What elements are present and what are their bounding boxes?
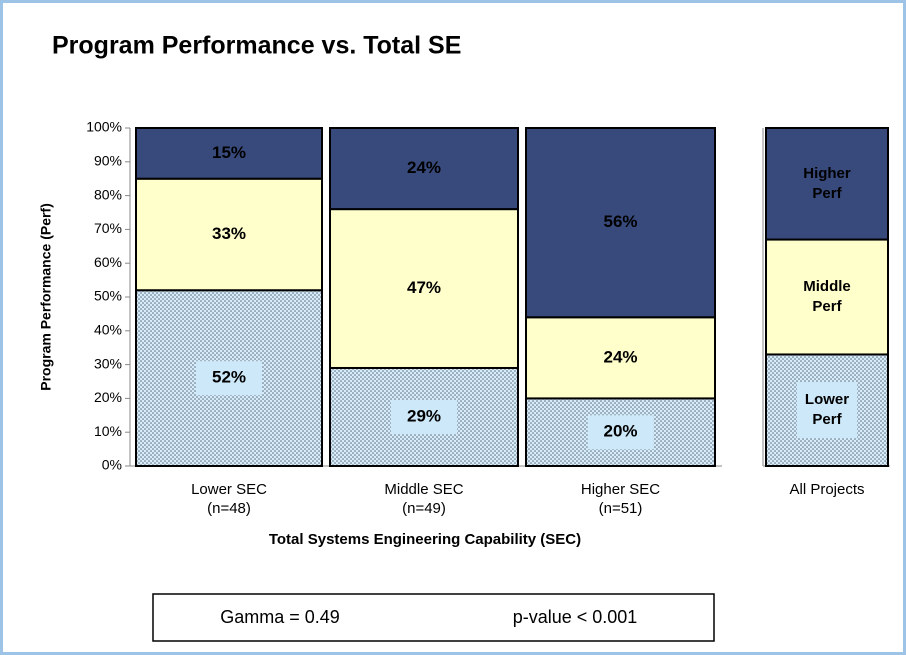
x-tick-note: (n=48) — [207, 500, 251, 517]
x-axis-label: Total Systems Engineering Capability (SE… — [269, 531, 581, 548]
data-label: 56% — [603, 212, 637, 231]
y-tick-label: 80% — [94, 186, 122, 202]
data-label: 15% — [212, 143, 246, 162]
data-label: 47% — [407, 278, 441, 297]
y-tick-label: 60% — [94, 254, 122, 270]
annotation: Gamma = 0.49 — [220, 607, 340, 627]
label-box — [587, 415, 654, 450]
y-tick-label: 70% — [94, 220, 122, 236]
x-tick-label: Middle SEC — [384, 481, 463, 498]
bar-segment — [765, 127, 889, 241]
y-tick-label: 10% — [94, 423, 122, 439]
x-tick-note: (n=49) — [402, 500, 446, 517]
x-tick-note: (n=51) — [599, 500, 643, 517]
label-box — [797, 382, 857, 439]
legend-label: Lower Perf — [805, 391, 849, 428]
bar-segment — [135, 127, 323, 180]
data-label: 33% — [212, 224, 246, 243]
label-box — [391, 399, 457, 434]
x-tick-label: All Projects — [789, 481, 864, 498]
bar-segment — [329, 127, 519, 211]
bar-segment — [525, 127, 716, 319]
y-tick-label: 20% — [94, 389, 122, 405]
y-tick-label: 50% — [94, 288, 122, 304]
bar-segment — [765, 238, 889, 356]
y-tick-label: 90% — [94, 153, 122, 169]
y-tick-label: 0% — [102, 457, 122, 473]
label-box — [196, 361, 262, 396]
data-label: 52% — [212, 368, 246, 387]
chart-title: Program Performance vs. Total SE — [52, 32, 461, 60]
data-label: 24% — [407, 158, 441, 177]
y-tick-label: 30% — [94, 355, 122, 371]
y-tick-label: 40% — [94, 322, 122, 338]
legend-label: Middle Perf — [803, 278, 851, 315]
x-tick-label: Higher SEC — [581, 481, 660, 498]
x-tick-label: Lower SEC — [191, 481, 267, 498]
data-label: 24% — [603, 347, 637, 366]
y-tick-label: 100% — [86, 119, 122, 135]
y-axis-label: Program Performance (Perf) — [38, 203, 54, 391]
data-label: 29% — [407, 406, 441, 425]
bar-segment — [135, 177, 323, 292]
data-label: 20% — [603, 422, 637, 441]
legend-label: Higher Perf — [803, 165, 851, 202]
annotation: p-value < 0.001 — [513, 607, 638, 627]
stats-box — [152, 593, 715, 642]
bar-segment — [329, 208, 519, 369]
